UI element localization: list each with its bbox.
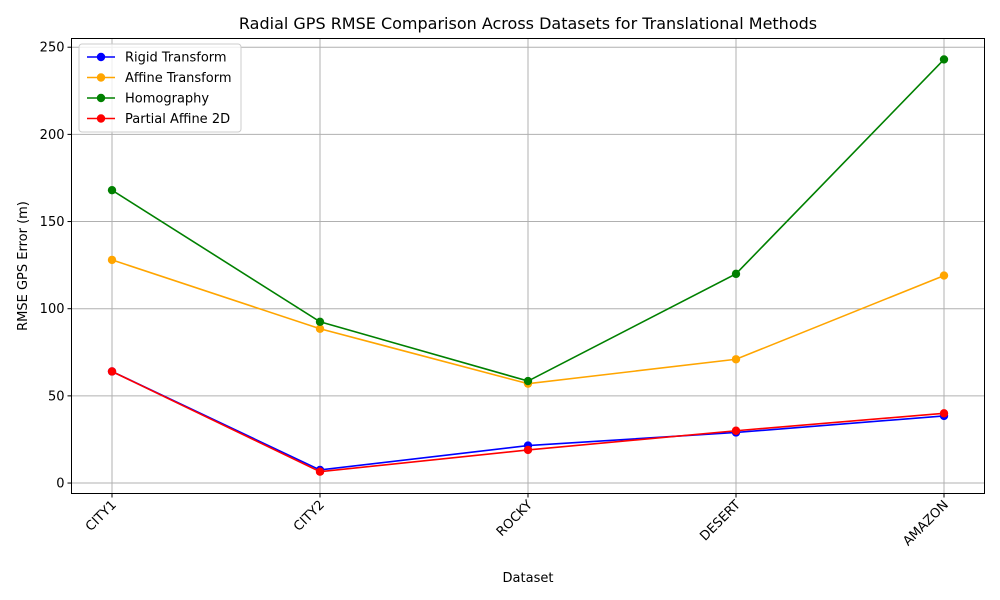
data-point bbox=[939, 409, 949, 418]
y-axis-ticks: 0 50 100 150 200 250 bbox=[40, 41, 72, 492]
legend-label: Partial Affine 2D bbox=[125, 112, 230, 127]
x-tick-label: CITY1 bbox=[83, 498, 120, 535]
legend: Rigid Transform Affine Transform Homograph… bbox=[78, 43, 242, 133]
legend-box bbox=[78, 43, 242, 133]
x-tick-label: CITY2 bbox=[291, 498, 328, 535]
legend-item: Affine Transform bbox=[87, 71, 232, 86]
legend-marker bbox=[96, 52, 106, 62]
legend-marker bbox=[96, 73, 106, 82]
y-tick-label: 100 bbox=[40, 302, 65, 317]
data-point bbox=[523, 445, 533, 455]
y-tick-label: 250 bbox=[40, 41, 65, 56]
x-axis-label: Dataset bbox=[503, 571, 554, 586]
series-partial-affine-2d bbox=[107, 367, 949, 476]
legend-label: Rigid Transform bbox=[125, 51, 227, 66]
x-tick-label: AMAZON bbox=[900, 498, 952, 550]
y-tick-label: 200 bbox=[40, 128, 65, 143]
y-tick-label: 50 bbox=[48, 389, 65, 404]
data-point bbox=[731, 355, 741, 364]
y-tick-label: 150 bbox=[40, 215, 65, 230]
legend-item: Rigid Transform bbox=[87, 51, 227, 66]
chart-title: Radial GPS RMSE Comparison Across Datase… bbox=[239, 14, 817, 33]
data-point bbox=[315, 317, 325, 326]
y-axis-label: RMSE GPS Error (m) bbox=[16, 201, 31, 331]
data-point bbox=[107, 185, 117, 195]
legend-label: Homography bbox=[125, 92, 209, 107]
series-group bbox=[107, 55, 949, 476]
data-point bbox=[315, 467, 325, 476]
data-point bbox=[107, 367, 117, 376]
y-tick-label: 0 bbox=[56, 477, 64, 492]
data-point bbox=[107, 255, 117, 265]
x-tick-label: ROCKY bbox=[494, 498, 536, 540]
legend-item: Homography bbox=[87, 92, 209, 107]
legend-label: Affine Transform bbox=[125, 71, 232, 86]
data-point bbox=[939, 55, 949, 64]
legend-marker bbox=[96, 114, 106, 123]
data-point bbox=[731, 426, 741, 435]
x-tick-label: DESERT bbox=[697, 498, 744, 545]
data-point bbox=[315, 324, 325, 333]
data-point bbox=[939, 271, 949, 280]
series-homography bbox=[107, 55, 949, 386]
data-point bbox=[731, 269, 741, 279]
legend-marker bbox=[96, 93, 106, 103]
legend-item: Partial Affine 2D bbox=[87, 112, 230, 127]
data-point bbox=[523, 376, 533, 386]
x-axis-ticks: CITY1 CITY2 ROCKY DESERT AMAZON bbox=[83, 493, 952, 550]
